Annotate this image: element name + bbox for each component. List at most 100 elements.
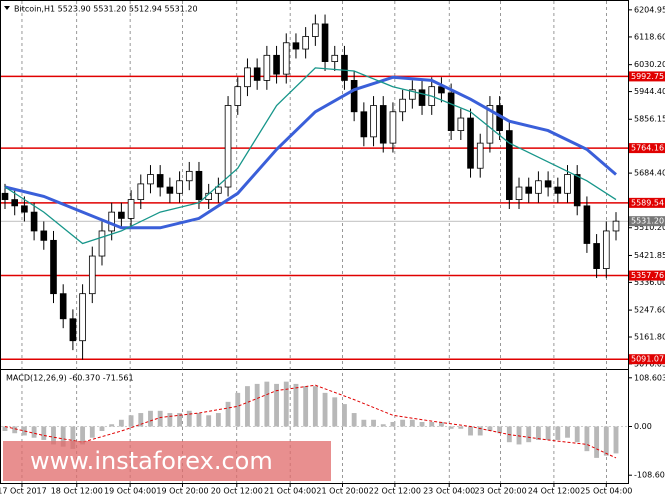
macd-bar [21, 426, 27, 436]
macd-bar [206, 415, 212, 427]
current-price-box [629, 216, 665, 227]
macd-bar [565, 426, 570, 438]
macd-bar [128, 415, 134, 427]
candle-body [234, 86, 242, 106]
level-label: 5357.76 [631, 271, 664, 280]
macd-bar [60, 426, 66, 447]
macd-bar [225, 401, 231, 427]
macd-bar [303, 386, 309, 427]
macd-bar [186, 410, 192, 427]
y-tick-label: 5856.15 [634, 115, 665, 124]
candle-body [515, 186, 523, 200]
macd-bar [293, 383, 299, 427]
candle-body [215, 186, 222, 194]
x-tick-label: 21 Oct 20:00 [316, 487, 368, 496]
title-arrow [4, 6, 10, 10]
macd-bar [458, 426, 464, 429]
candle-body [98, 230, 106, 257]
candle-body [50, 239, 57, 295]
candle-body [282, 42, 290, 75]
candle-body [399, 98, 406, 113]
macd-bar [526, 426, 532, 443]
candle-body [88, 255, 96, 295]
y-tick-label: 5684.40 [634, 169, 665, 178]
x-tick-label: 19 Oct 04:00 [104, 487, 156, 496]
y-tick-label: 6204.95 [634, 5, 665, 14]
moving-average [4, 75, 617, 230]
macd-bar [613, 426, 619, 454]
macd-bar [215, 413, 221, 427]
candle-body [535, 180, 542, 194]
candle-body [147, 174, 154, 185]
candle-body [379, 105, 387, 144]
macd-bar [89, 426, 95, 438]
candle-body [350, 80, 358, 113]
macd-bar [157, 410, 163, 427]
candle-body [302, 36, 309, 50]
candle-body [137, 183, 145, 200]
candle-body [21, 205, 28, 213]
candle-body [40, 230, 48, 241]
macd-bar [118, 419, 124, 427]
candle-body [321, 23, 329, 62]
macd-bar [380, 424, 386, 427]
macd-bar [497, 426, 503, 434]
candle-body [476, 142, 484, 169]
macd-bar [361, 419, 367, 427]
macd-bar [555, 426, 561, 440]
candle-body [195, 170, 203, 200]
macd-bar [371, 419, 376, 427]
macd-bar [196, 413, 202, 427]
candle-body [331, 54, 339, 62]
y-tick-label: 5944.40 [634, 87, 665, 96]
candle-body [273, 54, 280, 75]
candle-body [30, 211, 38, 232]
macd-bar [594, 426, 600, 458]
candle-body [506, 130, 513, 200]
moving-average [4, 67, 617, 245]
candle-body [341, 54, 348, 81]
candle-body [447, 92, 455, 131]
candle-body [1, 192, 9, 200]
level-label: 5091.07 [631, 355, 664, 364]
candle-body [59, 293, 67, 320]
x-tick-label: 24 Oct 12:00 [528, 487, 580, 496]
candle-body [244, 67, 251, 88]
macd-bar [138, 413, 144, 427]
x-tick-label: 22 Oct 12:00 [369, 487, 421, 496]
candle-body [525, 186, 533, 194]
candle-body [583, 205, 591, 244]
macd-bar [468, 426, 473, 436]
candle-body [389, 111, 397, 144]
watermark: www.instaforex.com [30, 447, 273, 475]
macd-bar [167, 413, 173, 427]
macd-bar [584, 426, 590, 452]
y-tick-label: 6118.60 [634, 32, 665, 41]
macd-bar [545, 426, 551, 440]
level-label-box [629, 71, 665, 82]
level-label-box [629, 270, 665, 281]
x-tick-label: 23 Oct 20:00 [475, 487, 527, 496]
candle-body [370, 105, 377, 138]
macd-bar [487, 426, 493, 431]
candle-body [612, 220, 620, 232]
watermark-box [3, 441, 331, 481]
level-label-box [629, 143, 665, 154]
candle-body [554, 186, 562, 194]
macd-bar [351, 413, 357, 427]
candle-body [69, 318, 77, 342]
chart-title: Bitcoin,H1 5523.90 5531.20 5512.94 5531.… [14, 5, 198, 14]
y-tick-label: 5336.00 [634, 278, 665, 287]
macd-bar [177, 413, 182, 427]
macd-bar [390, 422, 396, 427]
macd-bar [245, 386, 250, 427]
candle-body [544, 180, 552, 188]
macd-bar [400, 419, 406, 427]
level-label: 5992.75 [631, 72, 664, 81]
candle-body [118, 211, 125, 219]
macd-bar [429, 422, 435, 427]
macd-bar [254, 383, 260, 427]
candle-body [360, 111, 368, 138]
x-tick-label: 20 Oct 12:00 [211, 487, 263, 496]
